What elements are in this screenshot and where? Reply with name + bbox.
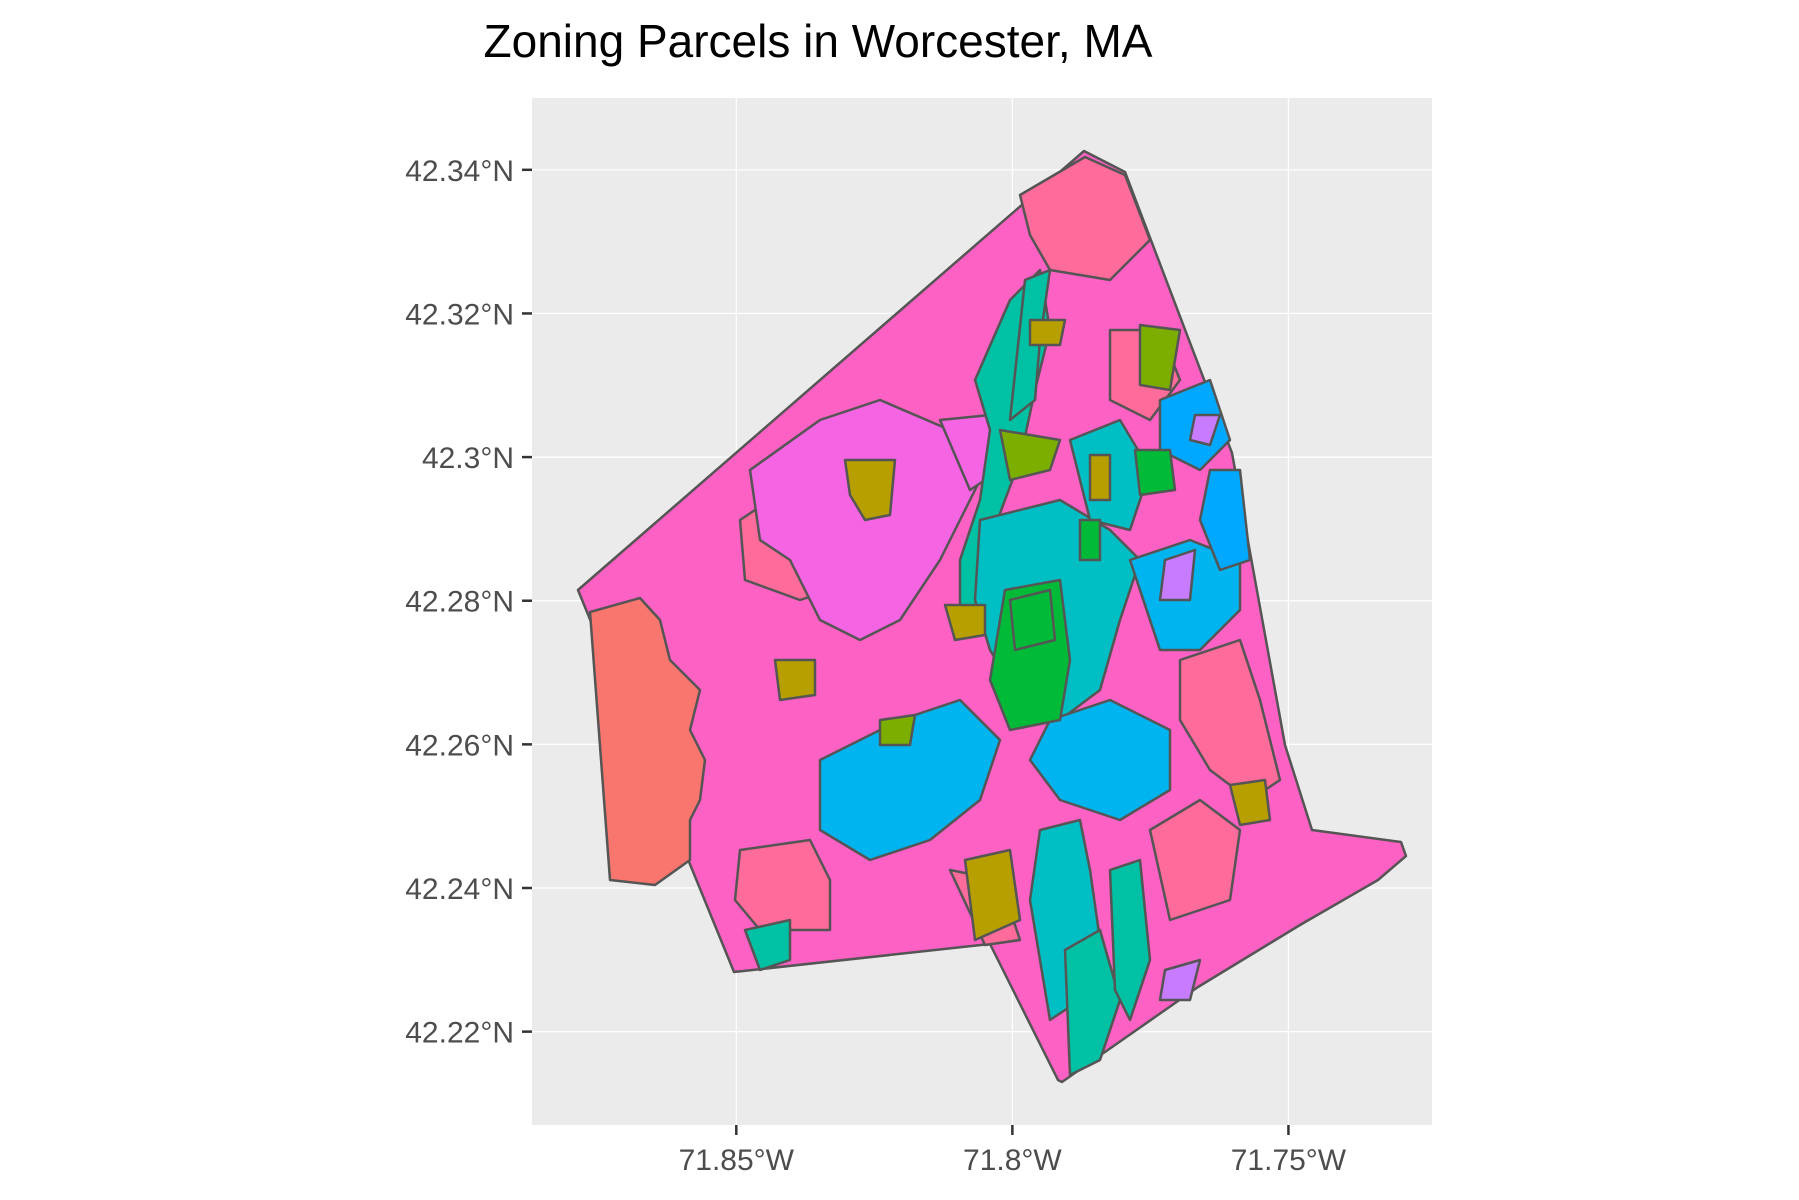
y-tick-label: 42.34°N (405, 155, 514, 188)
parcel-rose-north (1018, 155, 1152, 282)
parcel-violet-3 (1158, 958, 1202, 1002)
y-tick-label: 42.28°N (405, 586, 514, 619)
parcel-rose-se (1148, 798, 1242, 922)
parcel-olive-east (1228, 778, 1272, 827)
y-tick-label: 42.22°N (405, 1017, 514, 1050)
parcel-green-core (1008, 588, 1057, 652)
parcel-olive-nw (843, 458, 897, 522)
parcel-olive-center (943, 603, 987, 642)
x-tick-label: 71.85°W (679, 1144, 795, 1177)
parcel-salmon-west (588, 596, 707, 887)
parcel-blue-e (1198, 468, 1252, 572)
parcel-teal-south (1063, 928, 1122, 1077)
parcel-green-ne (1133, 448, 1177, 497)
parcel-olive-south (963, 848, 1022, 942)
y-tick-label: 42.24°N (405, 873, 514, 906)
parcel-olive-w (773, 658, 817, 702)
chart-title: Zoning Parcels in Worcester, MA (483, 15, 1153, 67)
y-tick-label: 42.3°N (422, 442, 514, 475)
parcel-teal-sw (743, 918, 792, 972)
parcel-green-small (1078, 518, 1102, 562)
parcel-yg-3 (878, 713, 917, 747)
parcel-yg-1 (998, 428, 1062, 482)
parcel-yg-2 (1138, 323, 1182, 392)
parcel-sky-south (1028, 698, 1172, 822)
parcel-teal-southeast (1108, 858, 1152, 1022)
y-tick-label: 42.32°N (405, 298, 514, 331)
x-tick-label: 71.75°W (1231, 1144, 1347, 1177)
parcel-layer (576, 149, 1408, 1084)
parcel-violet-2 (1158, 548, 1197, 602)
parcel-rose-sw (733, 838, 832, 932)
parcel-sky-sw (818, 698, 1002, 862)
axes: 42.22°N 42.24°N 42.26°N 42.28°N 42.3°N 42.32°… (405, 155, 1347, 1177)
parcel-olive-ne (1088, 453, 1112, 502)
parcel-violet-1 (1188, 413, 1222, 447)
parcel-olive-north (1028, 318, 1067, 347)
x-tick-label: 71.8°W (963, 1144, 1062, 1177)
y-tick-label: 42.26°N (405, 729, 514, 762)
